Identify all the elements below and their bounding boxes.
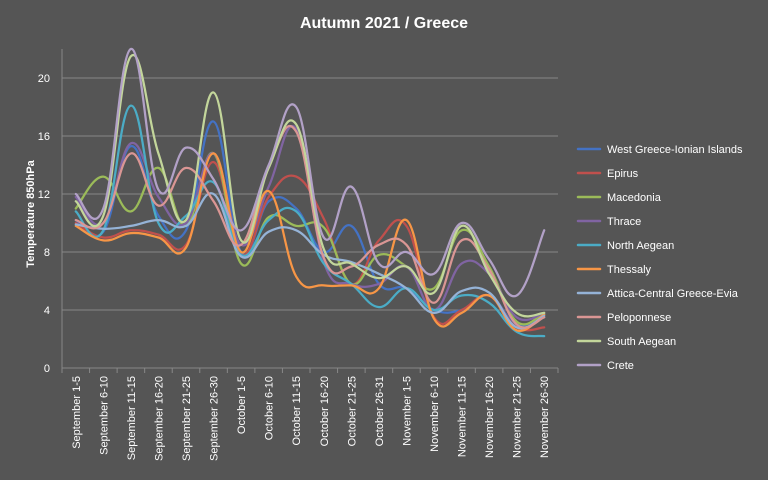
series-line	[74, 47, 546, 298]
series-line	[74, 152, 546, 326]
grid	[61, 49, 558, 369]
series-line	[74, 53, 546, 318]
x-tick-label: October 26-31	[374, 376, 386, 446]
y-axis-label: Temperature 850hPa	[25, 159, 37, 267]
legend: West Greece-Ionian Islands Epirus Macedoni…	[576, 144, 743, 372]
x-tick-label: November 6-10	[429, 376, 441, 452]
x-tick-label: November 16-20	[484, 376, 496, 458]
series-lines	[74, 47, 546, 338]
series-line	[74, 152, 546, 332]
legend-label: Attica-Central Greece-Evia	[607, 288, 739, 300]
y-tick-label: 16	[38, 131, 50, 143]
x-tick-label: September 26-30	[209, 376, 221, 461]
legend-label: West Greece-Ionian Islands	[607, 144, 743, 156]
x-tick-label: November 26-30	[539, 376, 551, 458]
chart-title: Autumn 2021 / Greece	[300, 15, 468, 32]
legend-label: South Aegean	[607, 336, 676, 348]
series-line	[74, 125, 546, 322]
series-line	[74, 104, 546, 338]
x-tick-label: October 1-5	[236, 376, 248, 434]
x-tick-label: September 16-20	[153, 376, 165, 461]
legend-label: Epirus	[607, 168, 639, 180]
y-tick-label: 12	[38, 189, 50, 201]
legend-label: Thrace	[607, 216, 641, 228]
y-tick-label: 4	[44, 305, 50, 317]
x-tick-label: November 21-25	[512, 376, 524, 458]
x-tick-label: October 21-25	[346, 376, 358, 446]
series-line	[74, 124, 546, 329]
x-tick-label: October 6-10	[264, 376, 276, 440]
y-axis-ticks: 0 4 8 12 16 20	[38, 73, 50, 375]
legend-label: Macedonia	[607, 192, 662, 204]
legend-label: Crete	[607, 360, 634, 372]
x-tick-label: October 16-20	[319, 376, 331, 446]
x-axis-ticks: September 1-5 September 6-10 September 11-…	[61, 368, 559, 461]
x-tick-label: September 21-25	[181, 376, 193, 461]
legend-label: Thessaly	[607, 264, 652, 276]
y-tick-label: 8	[44, 247, 50, 259]
legend-label: North Aegean	[607, 240, 674, 252]
series-line	[74, 192, 546, 330]
x-tick-label: November 1-5	[401, 376, 413, 446]
series-line	[74, 160, 546, 332]
x-tick-label: November 11-15	[457, 376, 469, 457]
y-tick-label: 20	[38, 73, 50, 85]
legend-label: Peloponnese	[607, 312, 671, 324]
x-tick-label: September 11-15	[126, 376, 138, 460]
x-tick-label: September 1-5	[71, 376, 83, 449]
y-tick-label: 0	[44, 363, 50, 375]
x-tick-label: September 6-10	[98, 376, 110, 455]
x-tick-label: October 11-15	[291, 376, 303, 446]
